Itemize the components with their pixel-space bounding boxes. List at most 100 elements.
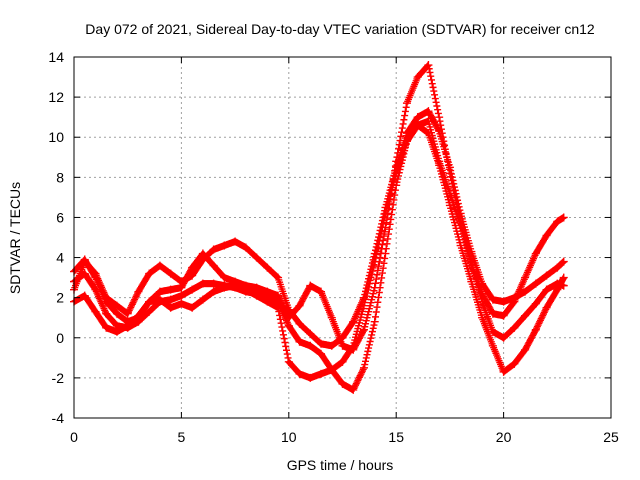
data-point bbox=[370, 257, 379, 266]
data-point bbox=[91, 273, 100, 282]
data-point-fill bbox=[373, 303, 381, 311]
data-point-fill bbox=[395, 141, 403, 149]
data-point-fill bbox=[402, 103, 410, 111]
data-point-fill bbox=[380, 216, 388, 224]
data-point-fill bbox=[364, 347, 372, 355]
data-point-fill bbox=[399, 120, 407, 128]
data-point-fill bbox=[540, 308, 548, 316]
data-point-fill bbox=[376, 284, 384, 292]
data-point-fill bbox=[432, 98, 440, 106]
data-point-fill bbox=[358, 367, 366, 375]
data-point-fill bbox=[362, 295, 370, 303]
data-point-fill bbox=[128, 302, 136, 310]
data-point-fill bbox=[375, 262, 383, 270]
data-point-fill bbox=[276, 311, 284, 319]
data-point-fill bbox=[352, 381, 360, 389]
y-tick-label: 8 bbox=[56, 169, 64, 185]
data-point-fill bbox=[370, 261, 378, 269]
data-point-fill bbox=[352, 380, 360, 388]
data-point-fill bbox=[375, 237, 383, 245]
data-point-fill bbox=[397, 132, 405, 140]
data-point-fill bbox=[388, 211, 396, 219]
data-point-fill bbox=[362, 292, 370, 300]
data-point-fill bbox=[371, 313, 379, 321]
data-point-fill bbox=[427, 72, 435, 80]
data-point-fill bbox=[356, 372, 364, 380]
data-point-fill bbox=[361, 299, 369, 307]
data-point-fill bbox=[357, 370, 365, 378]
data-point-fill bbox=[388, 206, 396, 214]
data-point-fill bbox=[447, 176, 455, 184]
data-point bbox=[317, 287, 326, 296]
data-point-fill bbox=[127, 303, 135, 311]
data-point-fill bbox=[361, 361, 369, 369]
data-point-fill bbox=[384, 235, 392, 243]
data-point bbox=[559, 273, 568, 282]
data-point-fill bbox=[368, 267, 376, 275]
data-point-fill bbox=[278, 323, 286, 331]
data-point-fill bbox=[370, 321, 378, 329]
data-point-fill bbox=[284, 354, 292, 362]
data-point-fill bbox=[437, 125, 445, 133]
data-point-fill bbox=[539, 310, 547, 318]
data-point-fill bbox=[368, 331, 376, 339]
data-point-fill bbox=[382, 245, 390, 253]
data-point bbox=[370, 317, 379, 326]
data-point-fill bbox=[369, 324, 377, 332]
data-point-fill bbox=[348, 343, 356, 351]
data-point-fill bbox=[387, 215, 395, 223]
data-point-fill bbox=[378, 274, 386, 282]
data-point-fill bbox=[362, 354, 370, 362]
data-point-fill bbox=[364, 286, 372, 294]
data-point-fill bbox=[534, 321, 542, 329]
data-point-fill bbox=[367, 334, 375, 342]
data-point-fill bbox=[385, 230, 393, 238]
data-point-fill bbox=[126, 305, 134, 313]
data-point-fill bbox=[359, 327, 367, 335]
data-point bbox=[559, 213, 568, 222]
data-point-fill bbox=[367, 273, 375, 281]
data-point-fill bbox=[371, 254, 379, 262]
y-tick-label: 12 bbox=[48, 89, 64, 105]
data-point-fill bbox=[385, 225, 393, 233]
data-point bbox=[91, 285, 100, 294]
data-point-fill bbox=[355, 373, 363, 381]
x-tick-label: 15 bbox=[388, 429, 404, 445]
data-point-fill bbox=[444, 157, 452, 165]
data-point-fill bbox=[431, 95, 439, 103]
data-point-fill bbox=[366, 276, 374, 284]
data-point-fill bbox=[381, 228, 389, 236]
data-point-fill bbox=[366, 338, 374, 346]
plot-frame bbox=[73, 56, 612, 419]
data-point-fill bbox=[391, 191, 399, 199]
x-tick-label: 25 bbox=[603, 429, 619, 445]
data-point-fill bbox=[533, 324, 541, 332]
data-point bbox=[349, 317, 358, 326]
data-point-fill bbox=[400, 116, 408, 124]
data-point-fill bbox=[538, 313, 546, 321]
data-point-fill bbox=[429, 83, 437, 91]
data-point-fill bbox=[380, 259, 388, 267]
data-point-fill bbox=[279, 327, 287, 335]
y-tick-label: 10 bbox=[48, 129, 64, 145]
data-point-fill bbox=[537, 315, 545, 323]
data-point-fill bbox=[442, 149, 450, 157]
data-point bbox=[435, 113, 444, 122]
data-point-fill bbox=[275, 293, 283, 301]
data-point-fill bbox=[372, 251, 380, 259]
data-point-fill bbox=[398, 128, 406, 136]
data-point-fill bbox=[438, 129, 446, 137]
chart-title: Day 072 of 2021, Sidereal Day-to-day VTE… bbox=[85, 21, 595, 37]
data-point-fill bbox=[275, 308, 283, 316]
data-point-fill bbox=[378, 269, 386, 277]
data-point-fill bbox=[398, 124, 406, 132]
data-point-fill bbox=[369, 264, 377, 272]
data-point-fill bbox=[401, 112, 409, 120]
data-point-fill bbox=[133, 291, 141, 299]
data-point-fill bbox=[425, 65, 433, 73]
data-point bbox=[521, 273, 530, 282]
data-point-fill bbox=[359, 365, 367, 373]
data-point bbox=[381, 249, 390, 258]
data-point-fill bbox=[124, 308, 132, 316]
x-tick-label: 10 bbox=[281, 429, 297, 445]
